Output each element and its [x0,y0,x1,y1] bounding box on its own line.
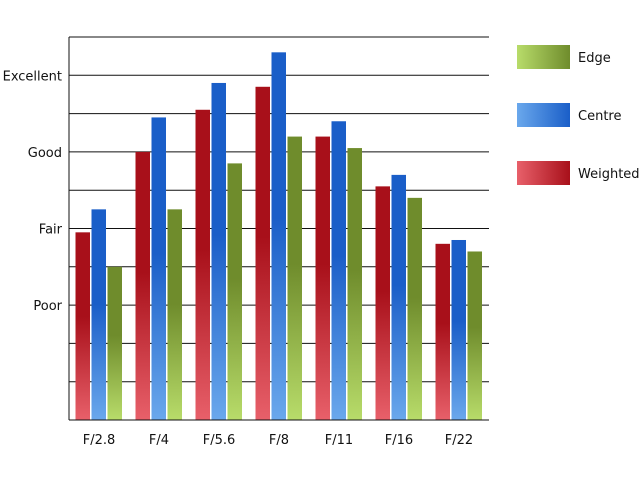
bar-centre-f8 [271,52,286,420]
y-tick-label: Fair [39,223,63,238]
legend-label-edge: Edge [578,51,611,66]
legend: Edge Centre Weighted [517,45,640,185]
bar-weighted-f28 [75,232,90,420]
x-tick-label: F/22 [445,433,473,448]
bar-centre-f28 [91,209,106,420]
bar-centre-f22 [451,239,466,420]
axes [68,37,489,421]
bar-centre-f4 [151,117,166,421]
bar-weighted-f56 [195,109,210,421]
bar-edge-f56 [227,163,242,420]
legend-swatch-centre [517,103,570,127]
y-tick-label: Good [28,146,62,161]
x-tick-label: F/5.6 [203,433,236,448]
x-tick-label: F/11 [325,433,353,448]
bar-edge-f22 [467,251,482,420]
bar-centre-f16 [391,174,406,420]
x-tick-label: F/8 [269,433,289,448]
bar-edge-f8 [287,136,302,420]
legend-swatch-weighted [517,161,570,185]
x-tick-label: F/16 [385,433,413,448]
legend-label-weighted: Weighted [578,167,640,182]
bar-centre-f11 [331,121,346,420]
bars [75,52,482,421]
bar-weighted-f8 [255,86,270,420]
x-tick-label: F/4 [149,433,169,448]
tick-labels: F/2.8 F/4 F/5.6 F/8 F/11 F/16 F/22 Poor Fair Good… [3,69,474,448]
x-tick-label: F/2.8 [83,433,116,448]
bar-edge-f11 [347,148,362,420]
bar-weighted-f16 [375,186,390,420]
bar-centre-f56 [211,82,226,421]
bar-weighted-f4 [135,151,150,420]
bar-weighted-f22 [435,243,450,420]
bar-edge-f4 [167,209,182,420]
bar-edge-f16 [407,197,422,420]
bar-weighted-f11 [315,136,330,420]
legend-label-centre: Centre [578,109,621,124]
y-tick-label: Poor [33,299,62,314]
legend-swatch-edge [517,45,570,69]
y-tick-label: Excellent [3,69,62,84]
bar-edge-f28 [107,266,122,420]
